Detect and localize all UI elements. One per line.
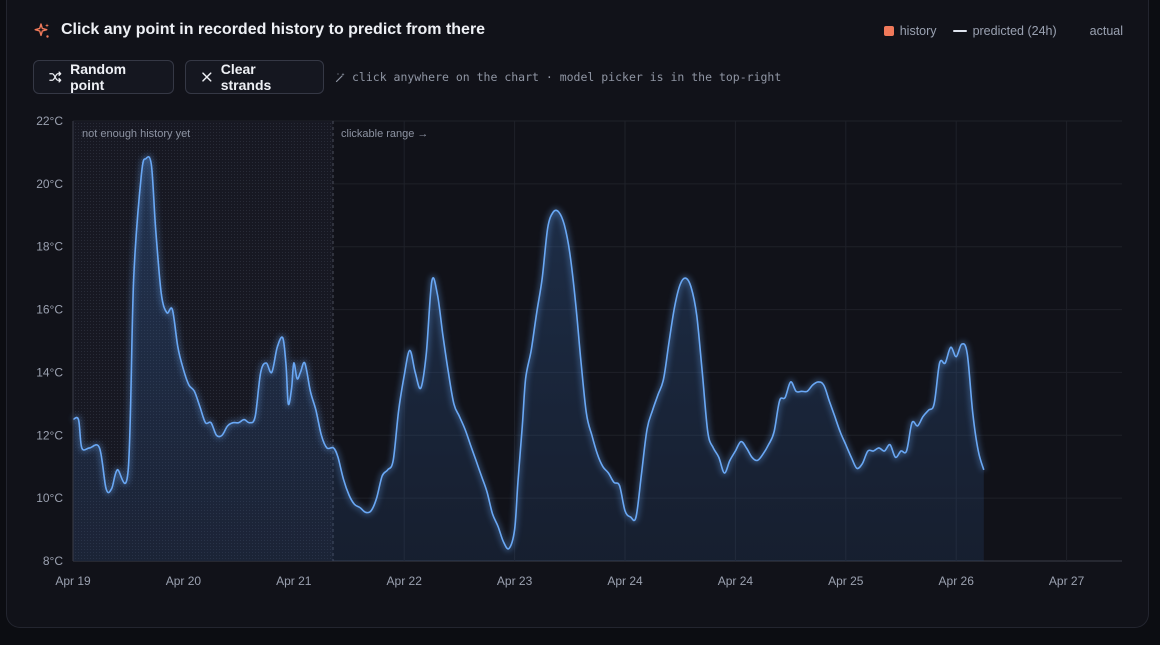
x-tick-label: Apr 25 (828, 574, 864, 588)
x-tick-label: Apr 19 (55, 574, 91, 588)
insufficient-history-label: not enough history yet (82, 128, 190, 140)
sparkle-icon (34, 23, 49, 38)
x-tick-label: Apr 21 (276, 574, 312, 588)
legend-predicted-label: predicted (24h) (972, 24, 1057, 38)
clear-strands-button[interactable]: Clear strands (185, 60, 324, 94)
y-tick-label: 20°C (36, 177, 63, 191)
history-swatch (883, 26, 894, 36)
legend-actual[interactable]: actual (1090, 24, 1123, 38)
random-point-button[interactable]: Random point (33, 60, 174, 94)
legend-history[interactable]: history (883, 24, 937, 38)
history-line[interactable] (72, 155, 985, 550)
y-tick-label: 22°C (36, 114, 63, 128)
legend-history-label: history (899, 24, 937, 38)
legend: history predicted (24h) actual (868, 24, 1123, 38)
predicted-swatch (952, 30, 967, 32)
shuffle-icon (49, 71, 62, 83)
hint-label: click anywhere on the chart · model pick… (352, 70, 782, 84)
y-tick-label: 8°C (43, 554, 63, 568)
y-tick-label: 16°C (36, 303, 63, 317)
x-tick-label: Apr 24 (607, 574, 643, 588)
close-icon (202, 72, 212, 82)
x-tick-label: Apr 23 (497, 574, 533, 588)
clear-strands-label: Clear strands (220, 61, 272, 93)
legend-predicted[interactable]: predicted (24h) (952, 24, 1057, 38)
page-title: Click any point in recorded history to p… (61, 21, 486, 38)
x-tick-label: Apr 27 (1049, 574, 1085, 588)
x-tick-label: Apr 20 (166, 574, 202, 588)
hint-text: click anywhere on the chart · model pick… (335, 70, 781, 84)
legend-actual-label: actual (1089, 24, 1123, 38)
magic-wand-icon (335, 72, 345, 82)
clickable-range-label: clickable range → (341, 128, 428, 140)
y-tick-label: 12°C (36, 428, 63, 442)
x-tick-label: Apr 26 (939, 574, 975, 588)
x-tick-label: Apr 24 (718, 574, 754, 588)
random-point-label: Random point (70, 61, 127, 93)
y-tick-label: 14°C (36, 365, 63, 379)
y-tick-label: 10°C (36, 491, 63, 505)
history-area (73, 156, 984, 562)
x-tick-label: Apr 22 (387, 574, 423, 588)
y-tick-label: 18°C (36, 240, 63, 254)
